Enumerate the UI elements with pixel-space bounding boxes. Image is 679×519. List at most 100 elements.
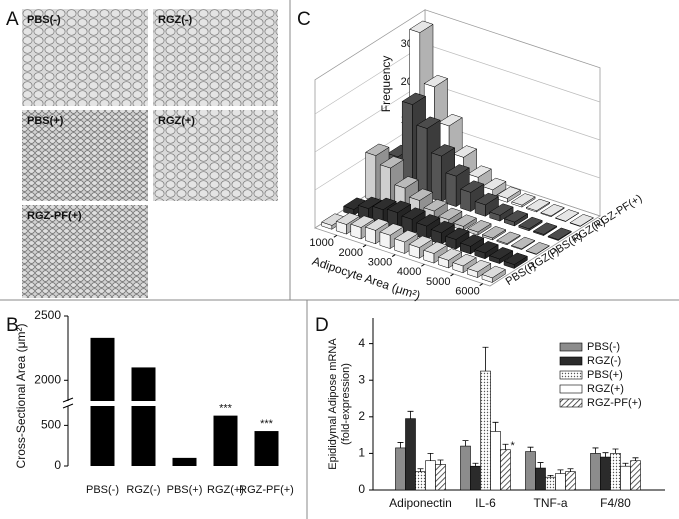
legend-label: RGZ-PF(+) <box>587 397 642 409</box>
bar <box>460 445 471 491</box>
bar <box>525 451 536 491</box>
y-axis-label: Cross-Sectional Area (μm²) <box>14 324 28 469</box>
error-bar <box>537 462 544 469</box>
error-bar <box>602 452 609 458</box>
y-tick-label: 0 <box>358 482 365 496</box>
axis-break-gap <box>89 401 116 406</box>
bar <box>489 255 500 264</box>
x-tick <box>362 244 367 248</box>
bar <box>405 418 416 491</box>
significance: * <box>511 440 516 452</box>
legend-swatch <box>559 370 583 380</box>
bar <box>321 221 333 230</box>
x-tick-label: RGZ(+) <box>207 484 244 496</box>
bar <box>467 268 478 278</box>
y-tick-label: 500 <box>41 418 61 432</box>
bar <box>438 256 449 269</box>
bar <box>423 249 435 264</box>
bar <box>489 211 501 222</box>
bar <box>545 476 556 491</box>
bar <box>460 242 471 255</box>
y-tick-label: 4 <box>358 336 365 350</box>
bar <box>415 471 426 491</box>
bar <box>408 243 420 259</box>
y-axis-label: (fold-expression) <box>340 363 352 445</box>
error-bar <box>397 442 404 448</box>
bar <box>504 218 515 227</box>
x-tick-label: RGZ(-) <box>126 484 160 496</box>
bar <box>365 226 376 245</box>
axis-break-gap <box>130 401 157 406</box>
error-bar <box>502 443 509 450</box>
bar <box>547 235 559 241</box>
bar <box>172 457 197 466</box>
x-tick <box>479 283 483 286</box>
bar <box>395 447 406 491</box>
x-tick-label: PBS(+) <box>167 484 203 496</box>
error-bar <box>567 468 574 472</box>
x-tick-label: 6000 <box>455 285 479 297</box>
error-bar <box>407 410 414 419</box>
y-tick-label: 2 <box>358 409 365 423</box>
x-tick-label: PBS(-) <box>86 484 119 496</box>
x-tick-label: 1000 <box>309 237 333 249</box>
panel-letter: B <box>6 315 19 336</box>
bar <box>470 465 481 491</box>
x-tick-label: 3000 <box>368 256 392 268</box>
legend-label: PBS(-) <box>587 341 620 353</box>
bar <box>335 220 347 235</box>
bar <box>590 453 601 491</box>
bar <box>630 460 641 491</box>
error-bar <box>622 462 629 467</box>
micrograph <box>22 9 148 106</box>
axis-break <box>62 397 74 403</box>
x-tick-label: F4/80 <box>600 496 631 510</box>
bar <box>518 225 530 232</box>
error-bar <box>557 469 564 474</box>
micrograph-label: PBS(+) <box>27 115 64 127</box>
bar <box>254 431 279 466</box>
micrograph <box>153 9 278 106</box>
bar <box>526 207 537 213</box>
bar <box>481 274 493 283</box>
y-axis-label: Frequency <box>379 56 393 113</box>
error-bar <box>632 457 639 461</box>
error-bar <box>472 462 479 467</box>
bar <box>533 230 544 236</box>
micrograph <box>153 110 278 201</box>
x-tick-label: TNF-a <box>534 496 568 510</box>
x-tick-label: IL-6 <box>475 496 496 510</box>
error-bar <box>612 448 619 454</box>
error-bar <box>417 468 424 472</box>
bar <box>480 370 491 491</box>
bar <box>131 367 156 466</box>
bar <box>460 188 471 212</box>
y-axis-label: Epididymal Adipose mRNA <box>327 338 339 470</box>
panel-letter: A <box>6 9 19 30</box>
micrograph <box>22 110 148 201</box>
legend-swatch <box>559 384 583 394</box>
significance: *** <box>260 418 274 430</box>
bar <box>474 201 486 217</box>
bar <box>620 465 631 491</box>
x-tick-label: Adiponectin <box>389 496 452 510</box>
y-tick-label: 2500 <box>34 308 61 322</box>
bar <box>490 431 501 491</box>
bar <box>425 460 436 491</box>
bar <box>540 212 552 218</box>
x-tick <box>450 273 454 277</box>
bar <box>496 239 508 246</box>
legend-label: RGZ(-) <box>587 355 621 367</box>
panel-letter: D <box>315 315 329 336</box>
bar <box>474 249 486 260</box>
error-bar <box>482 346 489 372</box>
bar <box>555 217 566 222</box>
x-tick <box>333 234 338 238</box>
error-bar <box>527 446 534 452</box>
legend-swatch <box>559 342 583 352</box>
bar <box>555 473 566 491</box>
x-tick-label: RGZ-PF(+) <box>239 484 294 496</box>
y-tick-label: 2000 <box>34 372 61 386</box>
bar <box>525 250 537 255</box>
